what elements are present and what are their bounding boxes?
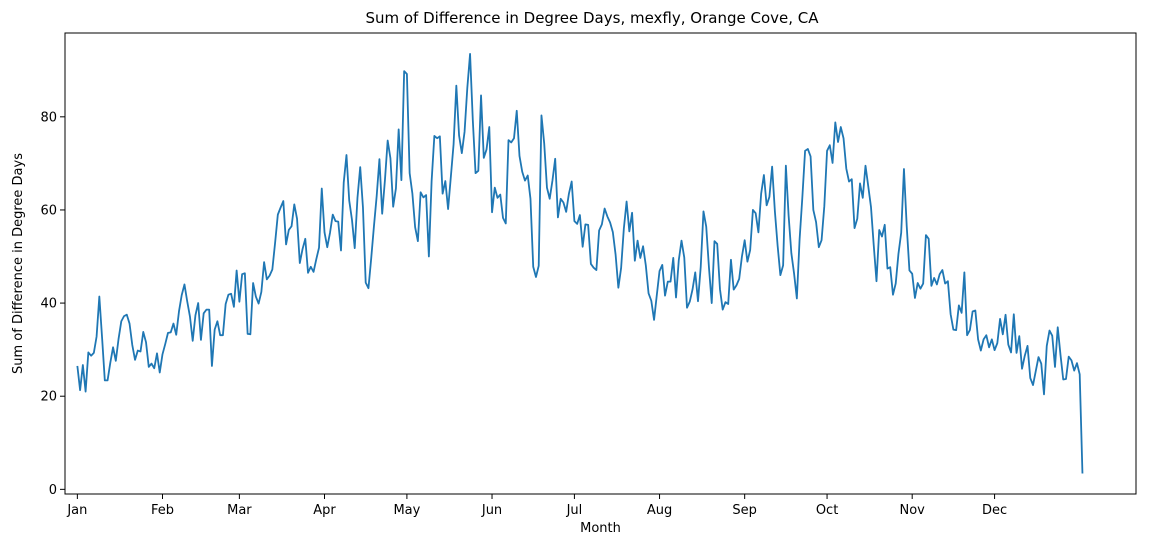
x-tick-label: Jul — [566, 503, 583, 518]
series-line — [76, 53, 1084, 474]
x-tick-label: Oct — [816, 503, 838, 518]
x-tick-label: Sep — [732, 503, 757, 518]
x-axis-label: Month — [580, 521, 621, 536]
series-layer — [76, 53, 1084, 474]
x-tick-label: Feb — [151, 503, 174, 518]
y-tick-label: 60 — [40, 203, 57, 218]
x-tick-label: Mar — [227, 503, 252, 518]
y-axis-ticks: 0 20 40 60 80 — [40, 110, 65, 498]
x-tick-label: May — [393, 503, 420, 518]
x-axis-ticks: Jan Feb Mar Apr May Jun Jul Aug Sep Oct Nov Dec — [66, 494, 1007, 518]
x-tick-label: Aug — [647, 503, 672, 518]
y-tick-label: 20 — [40, 390, 57, 405]
x-tick-label: Nov — [900, 503, 926, 518]
plot-area-frame — [64, 32, 1137, 495]
chart-title: Sum of Difference in Degree Days, mexfly… — [365, 9, 819, 27]
x-tick-label: Apr — [313, 503, 336, 518]
x-tick-label: Jan — [66, 503, 87, 518]
y-axis-label: Sum of Difference in Degree Days — [11, 153, 26, 374]
y-tick-label: 0 — [49, 483, 57, 498]
y-tick-label: 40 — [40, 297, 57, 312]
x-tick-label: Dec — [982, 503, 1007, 518]
x-tick-label: Jun — [481, 503, 502, 518]
y-tick-label: 80 — [40, 110, 57, 125]
